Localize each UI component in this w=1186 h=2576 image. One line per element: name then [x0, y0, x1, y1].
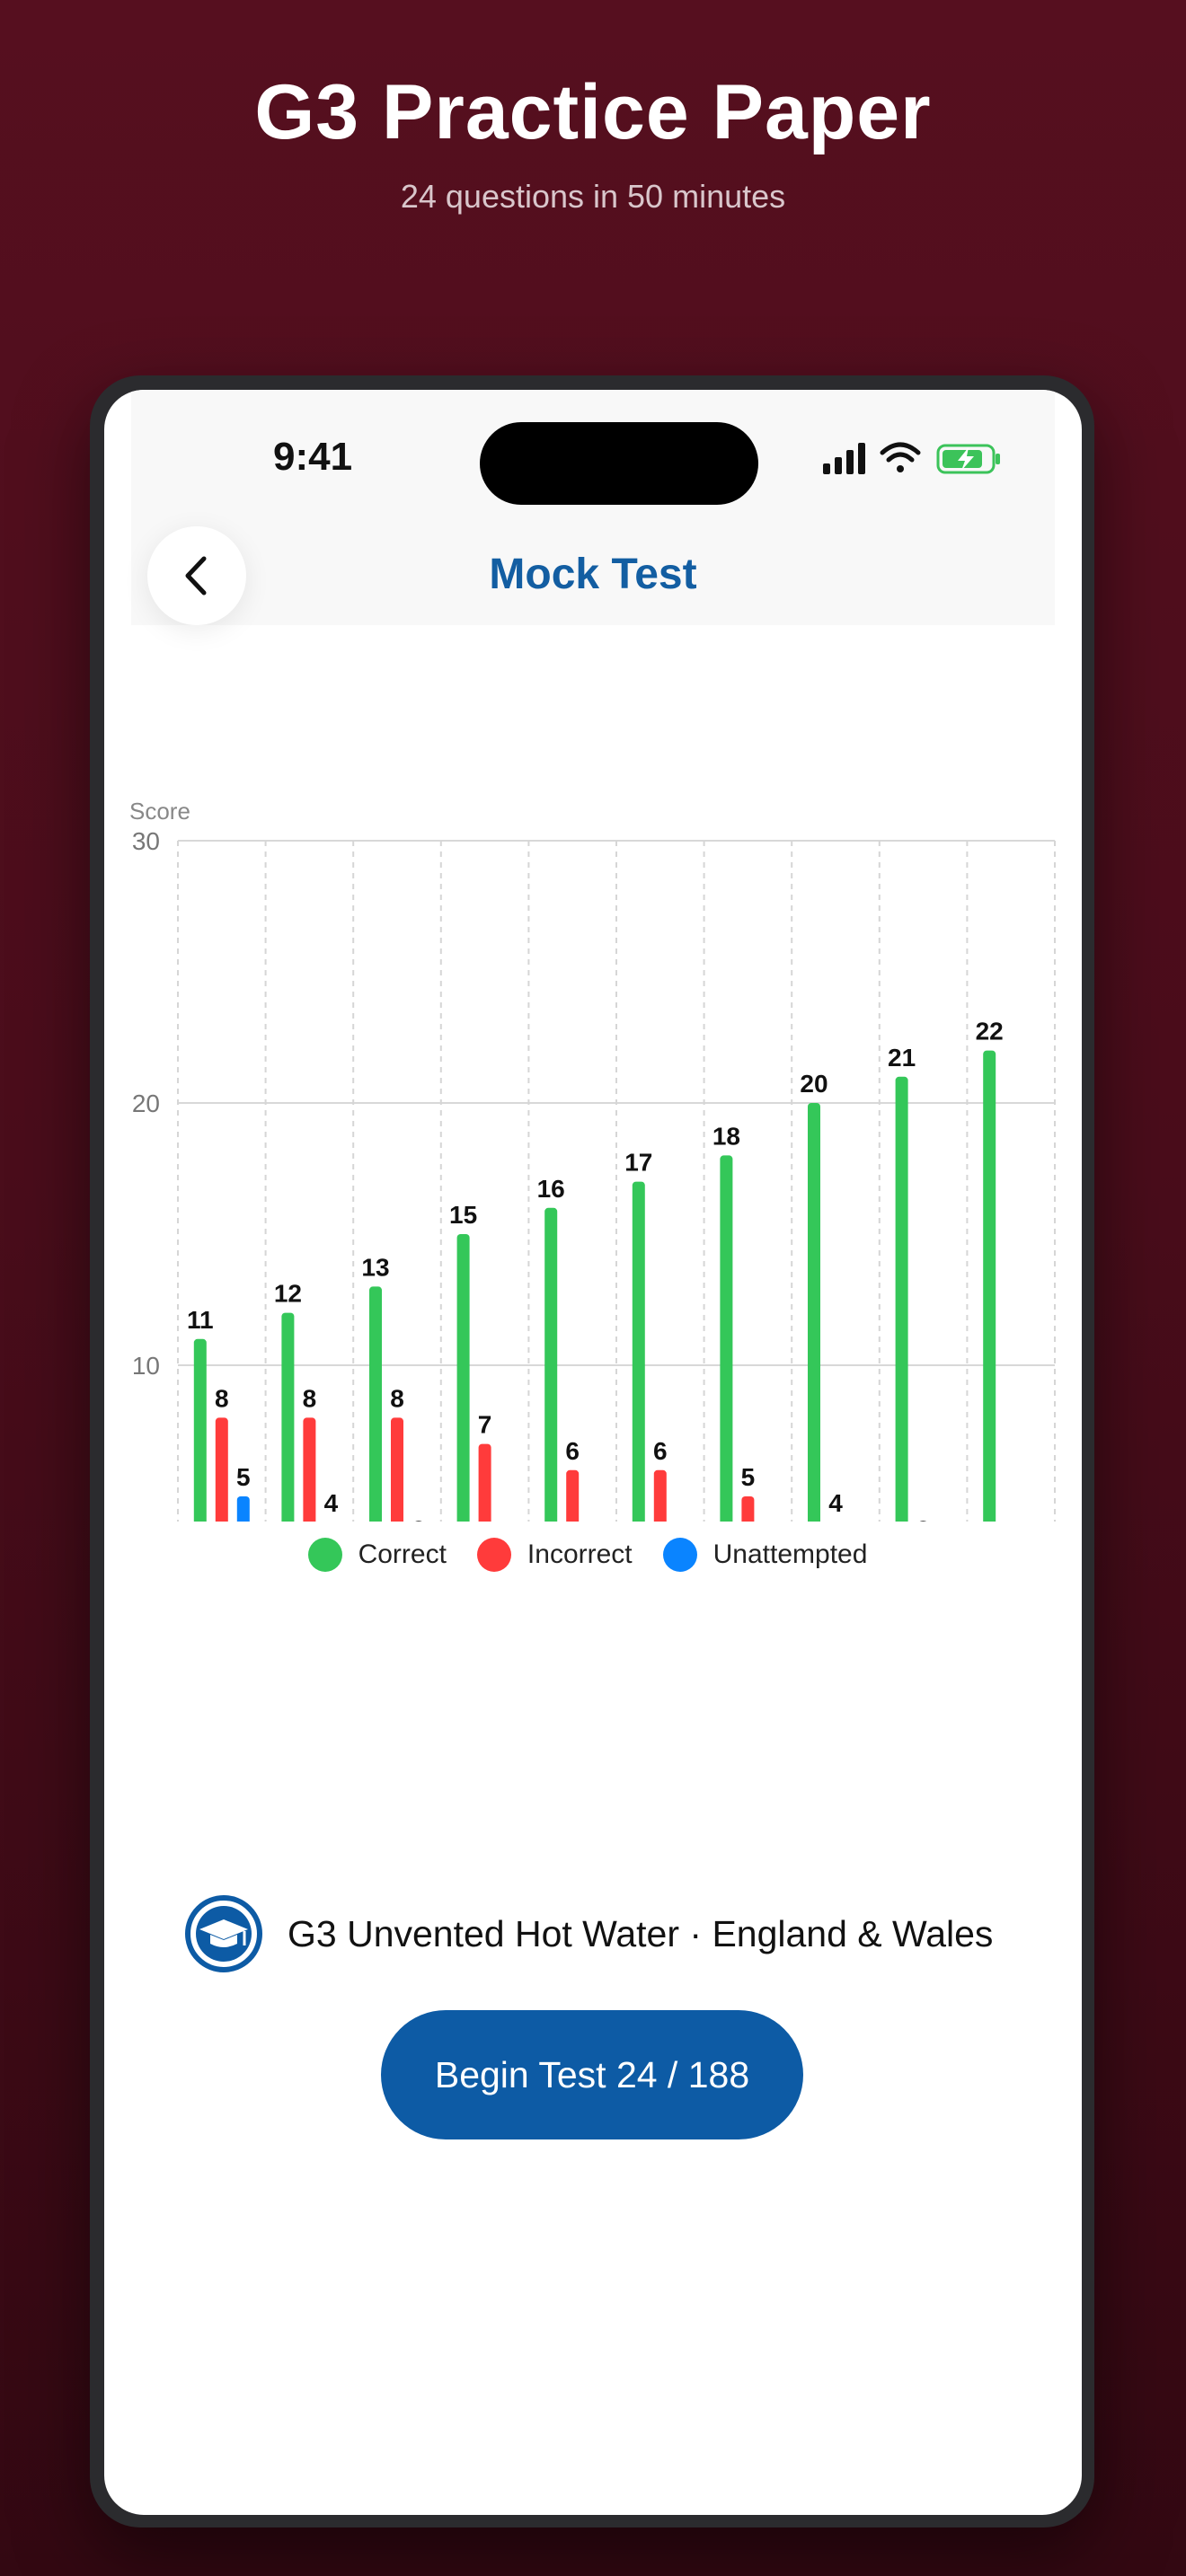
phone-screen: 9:41 Mock Test [104, 390, 1082, 2515]
bar-incorrect [303, 1417, 316, 1522]
bar-incorrect [566, 1469, 580, 1522]
y-tick-label: 20 [132, 1090, 160, 1117]
data-label: 8 [390, 1384, 404, 1412]
data-label: 15 [449, 1201, 477, 1229]
bar-incorrect [391, 1417, 403, 1522]
bar-correct [632, 1181, 645, 1522]
data-label: 18 [712, 1122, 740, 1150]
begin-test-button[interactable]: Begin Test 24 / 188 [381, 2010, 803, 2139]
data-label: 21 [888, 1044, 916, 1072]
bar-correct [281, 1312, 295, 1522]
legend-item-incorrect: Incorrect [476, 1538, 633, 1572]
data-label: 4 [828, 1489, 843, 1517]
legend-label: Correct [358, 1539, 447, 1569]
data-label: 22 [976, 1018, 1004, 1045]
legend-label: Incorrect [527, 1539, 633, 1569]
status-icons [823, 442, 1000, 474]
data-label: 11 [187, 1306, 214, 1334]
data-label: 5 [741, 1463, 756, 1491]
bar-unattempted [236, 1496, 250, 1522]
back-button[interactable] [147, 526, 246, 625]
graduation-cap-icon [185, 1895, 262, 1972]
bar-correct [193, 1338, 207, 1522]
legend-label: Unattempted [712, 1539, 868, 1569]
legend-dot [307, 1538, 342, 1572]
wifi-icon [880, 442, 921, 472]
data-label: 12 [274, 1280, 302, 1308]
exam-info: G3 Unvented Hot Water · England & Wales [185, 1895, 1082, 1972]
hero-subtitle: 24 questions in 50 minutes [400, 178, 786, 215]
exam-info-text: G3 Unvented Hot Water · England & Wales [288, 1912, 994, 1954]
page-title: Mock Test [489, 551, 697, 598]
battery-charging-icon [936, 444, 1000, 474]
data-label: 7 [478, 1411, 492, 1439]
data-label: 5 [236, 1463, 251, 1491]
legend-item-unattempted: Unattempted [662, 1538, 868, 1572]
y-tick-label: 10 [132, 1352, 160, 1380]
bar-correct [808, 1103, 820, 1522]
data-label: 4 [324, 1489, 339, 1517]
bar-correct [983, 1050, 996, 1522]
cellular-signal-icon [823, 443, 865, 474]
bar-incorrect [741, 1496, 755, 1522]
score-chart: Score01020301185112842138331572416625176… [129, 798, 1056, 1522]
data-label: 20 [800, 1070, 828, 1098]
y-tick-label: 30 [132, 827, 160, 855]
bar-incorrect [653, 1469, 667, 1522]
navigation-header: 9:41 [131, 390, 1055, 625]
data-label: 6 [653, 1437, 668, 1465]
data-label: 8 [215, 1384, 229, 1412]
status-time: 9:41 [273, 435, 353, 479]
legend-item-correct: Correct [307, 1538, 447, 1572]
data-label: 3 [916, 1515, 931, 1522]
data-label: 6 [565, 1437, 580, 1465]
bar-correct [720, 1155, 733, 1522]
dynamic-island [480, 422, 758, 505]
data-label: 8 [303, 1384, 317, 1412]
bar-incorrect [478, 1443, 491, 1522]
data-label: 17 [624, 1149, 652, 1177]
bar-incorrect [215, 1417, 228, 1522]
data-label: 16 [537, 1175, 565, 1203]
bar-correct [456, 1234, 470, 1522]
bar-correct [544, 1207, 558, 1522]
y-axis-label: Score [129, 798, 190, 825]
legend-dot [476, 1538, 511, 1572]
chevron-left-icon [185, 556, 207, 595]
bar-correct [369, 1286, 382, 1522]
chart-legend: Correct Incorrect Unattempted [104, 1538, 1082, 1572]
bar-correct [895, 1076, 908, 1522]
data-label: 3 [412, 1515, 426, 1522]
legend-dot [662, 1538, 697, 1572]
data-label: 13 [361, 1253, 389, 1281]
hero-title: G3 Practice Paper [254, 69, 932, 155]
